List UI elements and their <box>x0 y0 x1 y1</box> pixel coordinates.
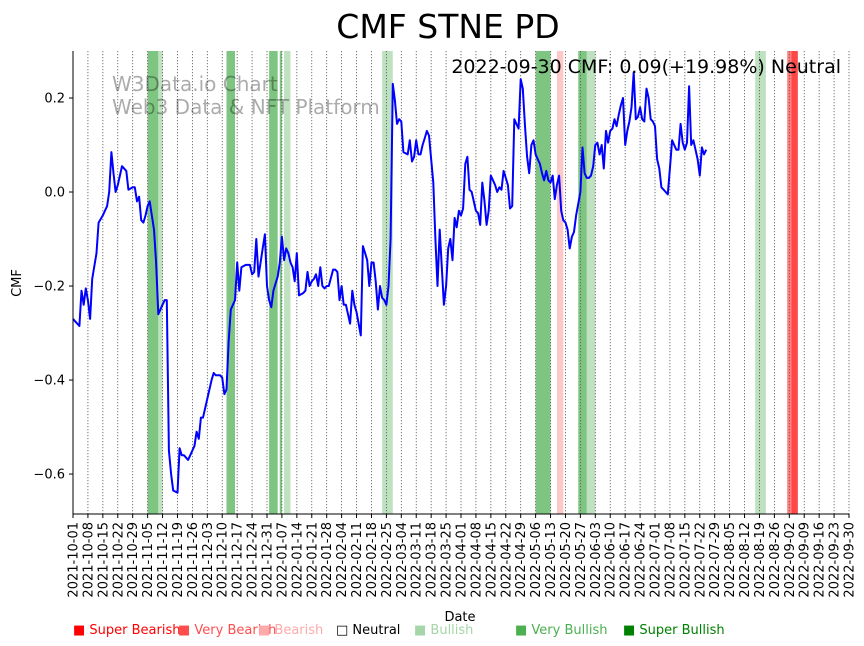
x-tick-label: 2022-03-18 <box>425 522 440 598</box>
y-axis-label: CMF <box>10 269 25 297</box>
legend-item: □ Neutral <box>336 623 400 638</box>
x-tick-label: 2021-12-03 <box>201 522 216 598</box>
x-tick-label: 2022-09-02 <box>783 522 798 598</box>
x-axis-label: Date <box>444 610 475 625</box>
x-tick-label: 2021-10-08 <box>81 522 96 598</box>
band-very-bullish <box>578 51 587 514</box>
band-bullish <box>382 51 393 514</box>
legend-item: ■ Bearish <box>258 623 323 638</box>
x-tick-label: 2022-03-04 <box>395 522 410 598</box>
latest-value-info: 2022-09-30 CMF: 0.09(+19.98%) Neutral <box>451 56 841 78</box>
y-tick-label: −0.6 <box>33 468 65 483</box>
x-tick-label: 2022-02-25 <box>380 522 395 598</box>
y-tick-label: −0.2 <box>33 280 65 295</box>
band-bullish <box>158 51 163 514</box>
legend-item: ■ Super Bearish <box>73 623 181 638</box>
x-tick-label: 2022-06-24 <box>634 522 649 598</box>
x-tick-label: 2022-04-08 <box>469 522 484 598</box>
x-tick-label: 2022-04-01 <box>455 522 470 598</box>
y-axis-ticks: 0.2 0.0 −0.2 −0.4 −0.6 <box>33 92 73 483</box>
x-tick-label: 2022-01-14 <box>290 522 305 598</box>
legend-item: ■ Very Bearish <box>178 623 276 638</box>
band-bearish <box>556 51 564 514</box>
band-very-bullish <box>226 51 236 514</box>
x-tick-label: 2022-05-13 <box>544 522 559 598</box>
x-tick-label: 2022-08-12 <box>738 522 753 598</box>
x-tick-label: 2022-09-23 <box>828 522 843 598</box>
y-tick-label: 0.2 <box>44 92 65 107</box>
x-tick-label: 2022-07-01 <box>649 522 664 598</box>
x-tick-label: 2021-11-12 <box>156 522 171 598</box>
x-tick-label: 2022-04-15 <box>484 522 499 598</box>
x-tick-label: 2022-08-05 <box>723 522 738 598</box>
x-tick-label: 2021-12-31 <box>261 522 276 598</box>
x-tick-label: 2022-08-19 <box>753 522 768 598</box>
x-tick-label: 2022-04-22 <box>499 522 514 598</box>
x-tick-label: 2022-07-22 <box>693 522 708 598</box>
x-tick-label: 2021-10-29 <box>126 522 141 598</box>
vertical-gridlines <box>72 51 850 514</box>
x-tick-label: 2022-02-18 <box>365 522 380 598</box>
band-very-bullish <box>269 51 278 514</box>
x-tick-label: 2021-10-15 <box>96 522 111 598</box>
band-bullish <box>586 51 596 514</box>
legend: ■ Super Bearish■ Very Bearish■ Bearish □ … <box>73 623 725 638</box>
x-tick-label: 2021-10-01 <box>67 522 82 598</box>
x-tick-label: 2022-01-07 <box>275 522 290 598</box>
x-tick-label: 2022-09-16 <box>813 522 828 598</box>
x-tick-label: 2022-05-06 <box>529 522 544 598</box>
watermark-line-1: W3Data.io Chart <box>112 72 278 96</box>
y-tick-label: −0.4 <box>33 374 65 389</box>
x-tick-label: 2021-12-10 <box>216 522 231 598</box>
x-tick-label: 2022-05-20 <box>559 522 574 598</box>
x-tick-label: 2022-07-08 <box>663 522 678 598</box>
x-tick-label: 2022-01-28 <box>320 522 335 598</box>
band-bullish <box>284 51 291 514</box>
x-tick-label: 2021-11-05 <box>141 522 156 598</box>
y-tick-label: 0.0 <box>44 186 65 201</box>
cmf-series-line <box>72 71 708 494</box>
legend-item: ■ Super Bullish <box>623 623 725 638</box>
x-tick-label: 2022-08-26 <box>768 522 783 598</box>
x-tick-label: 2021-12-17 <box>231 522 246 598</box>
x-tick-label: 2022-05-27 <box>574 522 589 598</box>
x-tick-label: 2022-02-11 <box>350 522 365 598</box>
x-tick-label: 2022-06-03 <box>589 522 604 598</box>
band-very-bullish <box>147 51 159 514</box>
band-very-bullish <box>279 51 282 514</box>
x-tick-label: 2021-11-26 <box>186 522 201 598</box>
band-super-bearish <box>791 51 798 514</box>
watermark-line-2: Web3 Data & NFT Platform <box>112 95 380 119</box>
x-tick-label: 2022-02-04 <box>335 522 350 598</box>
x-tick-label: 2021-11-19 <box>171 522 186 598</box>
band-very-bullish <box>535 51 551 514</box>
x-axis-ticks: 2021-10-01 2021-10-08 2021-10-15 2021-10-22… <box>67 514 858 598</box>
x-tick-label: 2022-07-29 <box>708 522 723 598</box>
band-bullish <box>755 51 766 514</box>
x-tick-label: 2022-01-21 <box>305 522 320 598</box>
x-tick-label: 2022-09-30 <box>843 522 858 598</box>
x-tick-label: 2022-06-17 <box>619 522 634 598</box>
x-tick-label: 2022-03-25 <box>440 522 455 598</box>
x-tick-label: 2022-07-15 <box>678 522 693 598</box>
legend-item: ■ Bullish <box>414 623 473 638</box>
x-tick-label: 2021-10-22 <box>111 522 126 598</box>
x-tick-label: 2022-03-11 <box>410 522 425 598</box>
signal-bands <box>147 51 798 514</box>
x-tick-label: 2021-12-24 <box>246 522 261 598</box>
x-tick-label: 2022-06-10 <box>604 522 619 598</box>
x-tick-label: 2022-04-29 <box>514 522 529 598</box>
legend-item: ■ Very Bullish <box>515 623 607 638</box>
chart-title: CMF STNE PD <box>336 7 559 46</box>
x-tick-label: 2022-09-09 <box>798 522 813 598</box>
